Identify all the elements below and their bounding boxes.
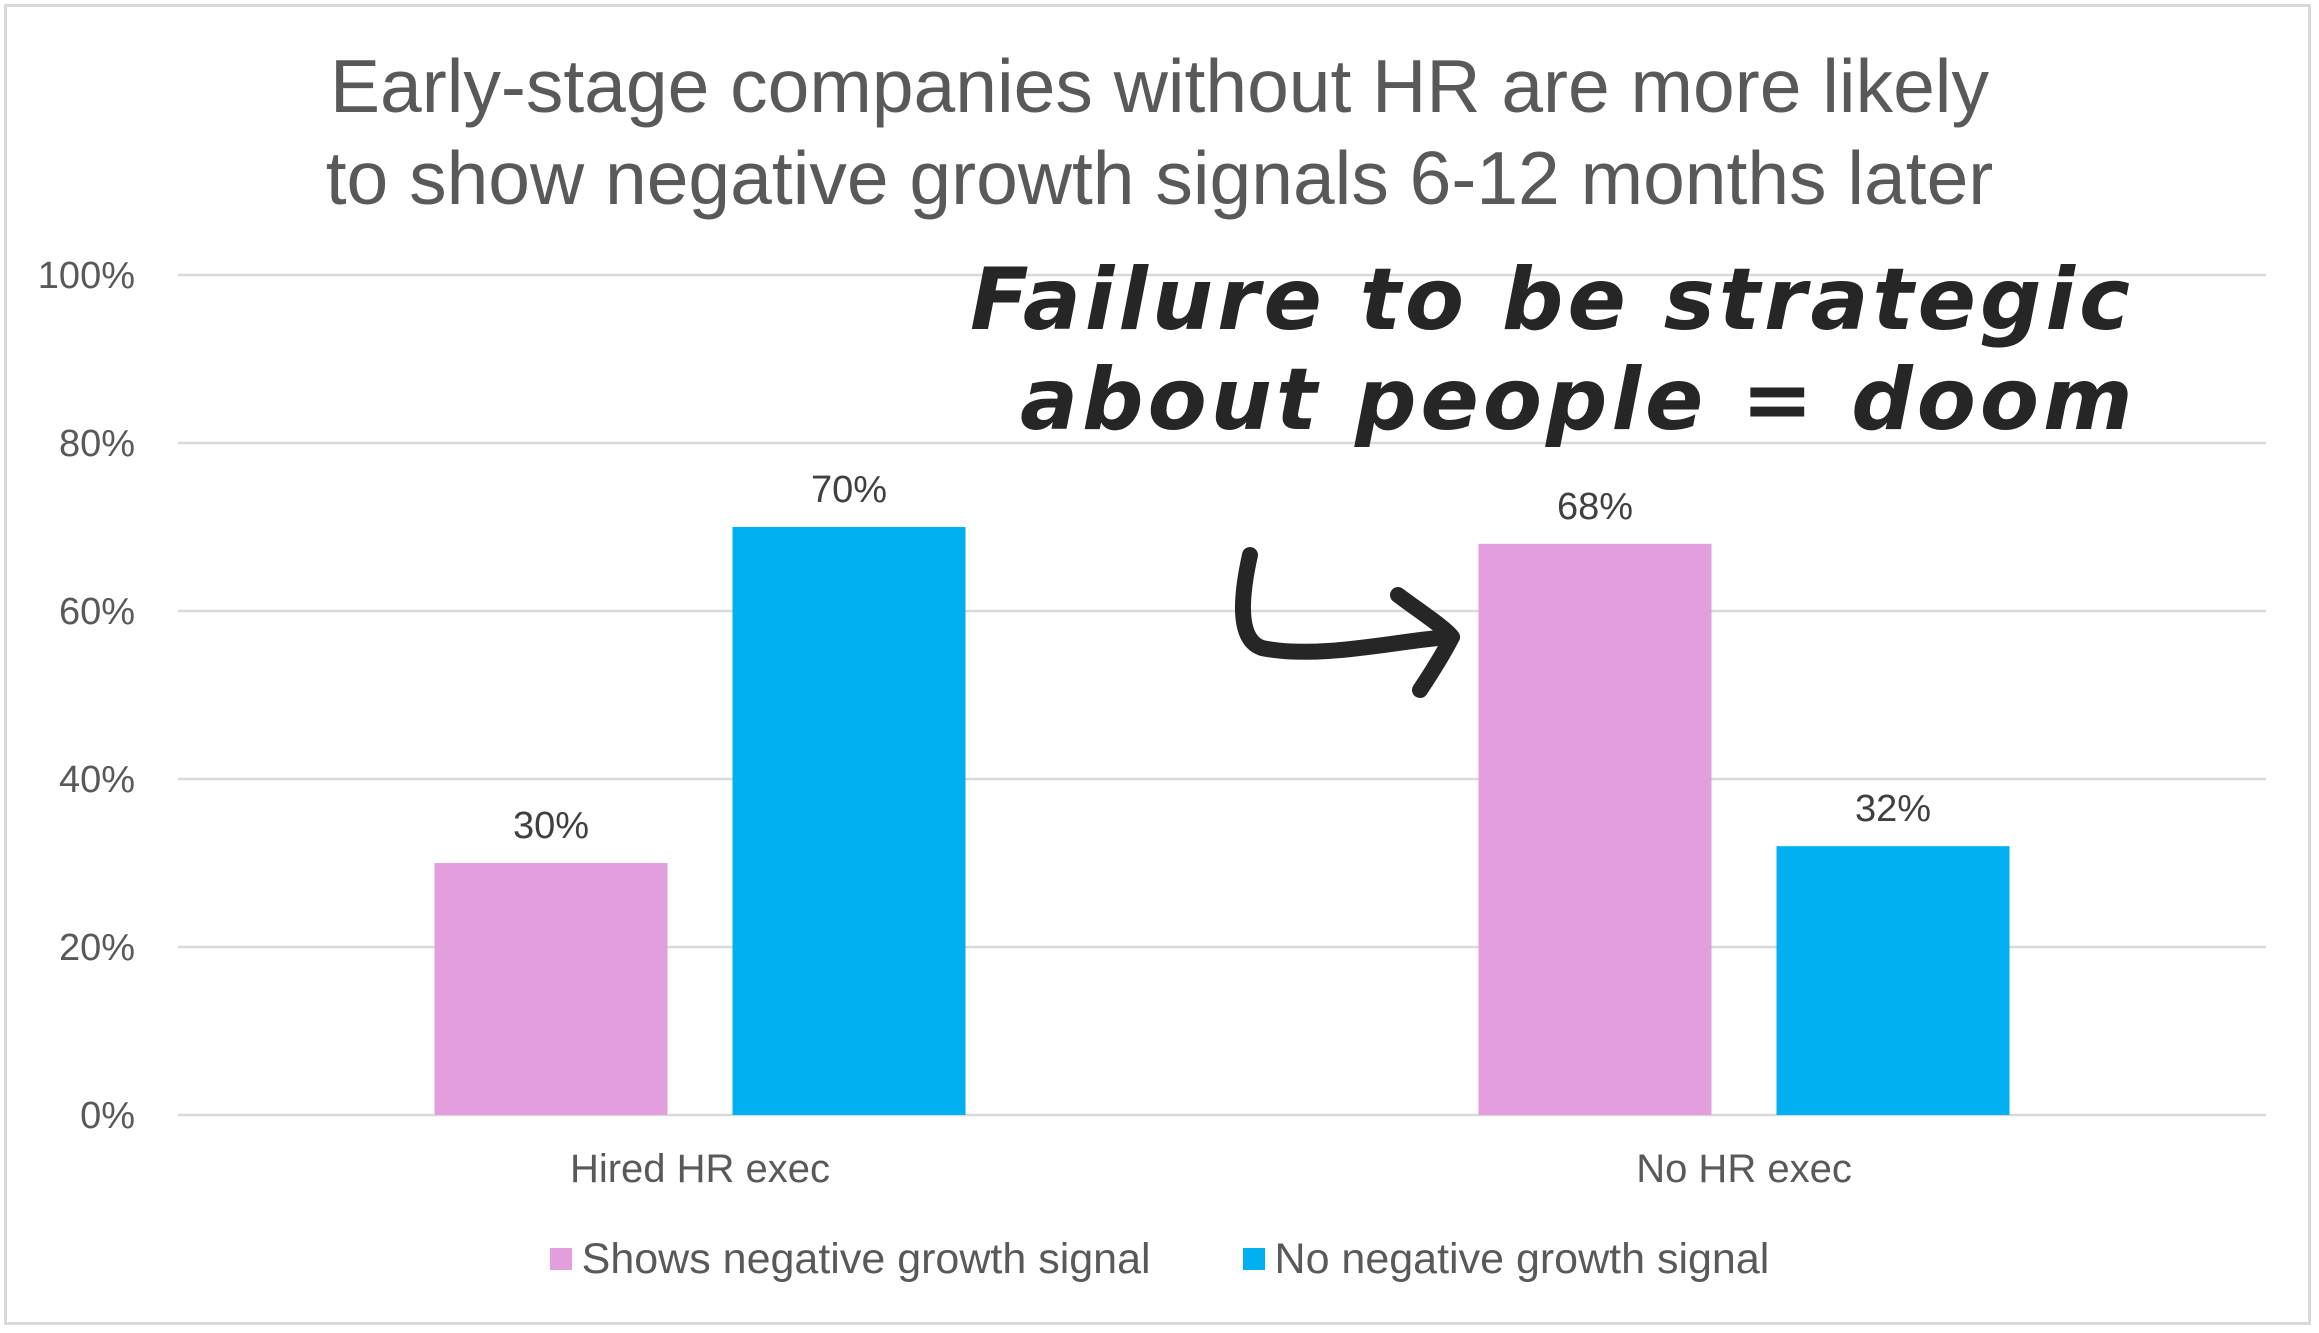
legend-swatch-negative [549,1248,572,1270]
chart-title-line-2: to show negative growth signals 6-12 mon… [325,136,1994,220]
data-label: 68% [1557,486,1633,528]
y-tick-label: 100% [38,255,135,297]
bars [434,527,2010,1115]
chart-title-line-1: Early-stage companies without HR are mor… [330,44,1989,128]
bar [434,863,668,1115]
y-tick-label: 20% [59,927,135,969]
data-label: 32% [1855,788,1931,830]
x-category-label: Hired HR exec [570,1147,830,1191]
bar [1776,846,2010,1115]
legend-item-negative: Shows negative growth signal [549,1234,1151,1284]
annotation-line-1: Failure to be strategic [970,250,2134,350]
y-tick-label: 0% [80,1095,135,1137]
legend-swatch-no-negative [1242,1248,1265,1270]
y-tick-label: 60% [59,591,135,633]
x-axis-categories: Hired HR exec No HR exec [570,1147,1852,1191]
chart-title: Early-stage companies without HR are mor… [0,40,2319,224]
x-category-label: No HR exec [1636,1147,1852,1191]
annotation-line-2: about people = doom [1020,350,2137,450]
legend-label-no-negative: No negative growth signal [1274,1234,1770,1283]
data-labels: 30% 70% 68% 32% [513,469,1931,847]
legend-item-no-negative: No negative growth signal [1242,1234,1770,1284]
bar [732,527,966,1115]
y-axis-ticks: 0% 20% 40% 60% 80% 100% [38,255,135,1137]
data-label: 30% [513,805,589,847]
data-label: 70% [811,469,887,511]
bar [1478,543,1712,1115]
legend-label-negative: Shows negative growth signal [581,1234,1151,1283]
y-tick-label: 40% [59,759,135,801]
hand-drawn-arrow-icon [1235,547,1460,698]
chart-legend: Shows negative growth signal No negative… [0,1232,2319,1284]
handwritten-annotation: Failure to be strategic about people = d… [970,250,2137,450]
y-tick-label: 80% [59,423,135,465]
